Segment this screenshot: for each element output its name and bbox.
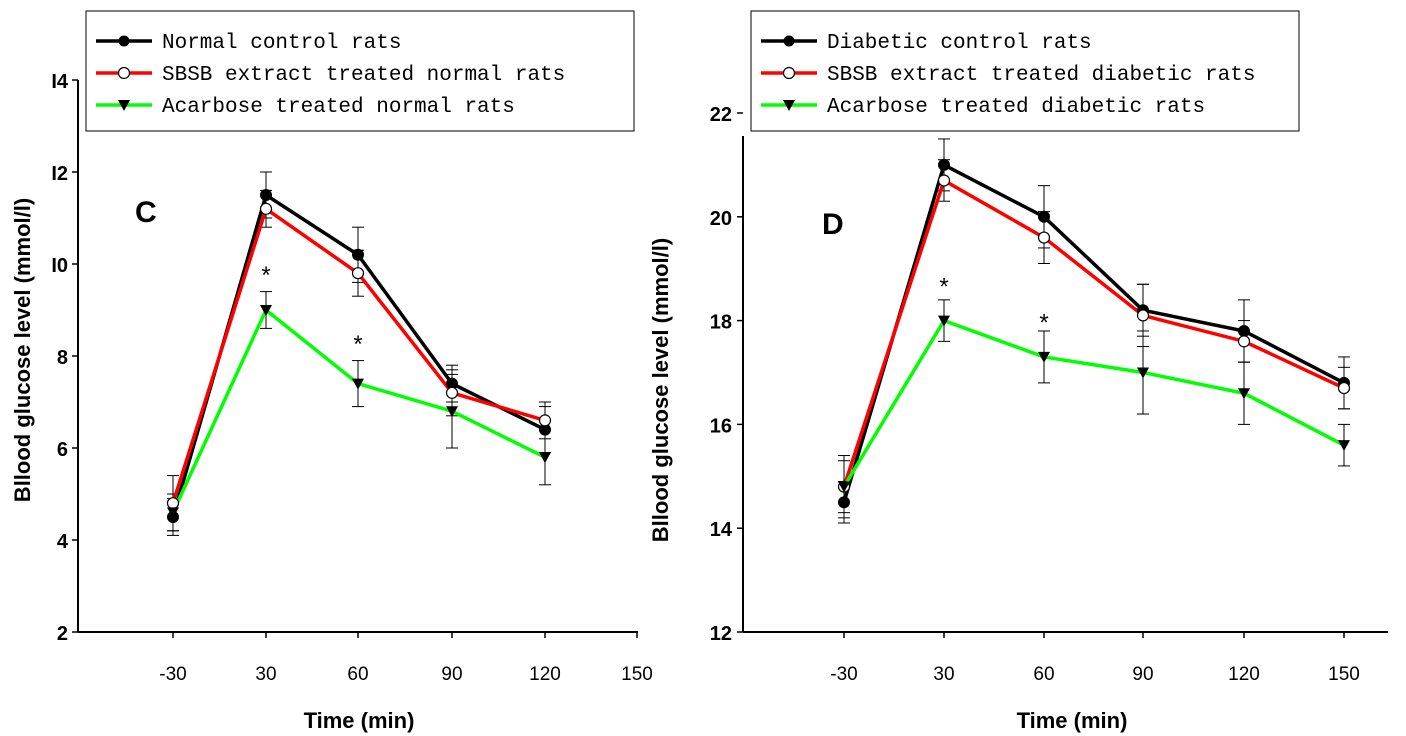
data-point [352,378,364,390]
x-tick-label: 150 [1328,664,1360,685]
x-tick-label: 150 [621,664,653,685]
data-point [938,315,950,327]
data-point [1238,388,1250,400]
legend-label: Acarbose treated normal rats [162,96,515,119]
data-point [1038,210,1050,223]
panel-label: D [822,208,844,241]
data-point [260,305,272,316]
series-line [842,318,1345,488]
x-tick-label: -30 [830,664,857,685]
y-tick-label: 20 [710,208,732,230]
legend-box [85,10,635,132]
legend-label: Normal control rats [162,32,401,55]
x-tick-label: 30 [255,664,276,685]
legend-label: SBSB extract treated normal rats [162,64,565,87]
data-point [445,386,459,399]
data-point [351,267,365,280]
x-tick-label: 120 [529,664,561,685]
legend-marker [118,35,130,47]
chart-panel-c: 2 4 6 8 I0 I2 I4 -30 30 60 90 120 150 Time (min) Blloo… [10,10,653,733]
legend-box [750,10,1300,132]
legend-label: Diabetic control rats [827,32,1092,55]
y-tick-label: 8 [57,347,68,369]
x-tick-label: 30 [933,664,954,685]
x-tick-label: 60 [1033,664,1054,685]
x-tick-label: -30 [159,664,186,685]
significance-marker: * [1039,310,1048,337]
data-point [538,414,552,427]
data-point [352,248,364,261]
data-point [1237,335,1251,348]
series-3 [167,291,551,532]
y-tick-label: I4 [51,71,69,93]
legend: Normal control rats SBSB extract treated … [85,10,635,132]
data-point [260,189,272,201]
x-axis-label: Time (min) [304,708,415,733]
y-tick-label: I2 [51,163,68,185]
series-1 [838,138,1350,524]
x-tick-label: 90 [441,664,462,685]
data-point [539,452,551,464]
data-point [166,497,180,510]
data-point [1137,367,1149,379]
series-3 [838,299,1350,514]
y-tick-label: 2 [57,623,68,645]
chart-panel-d: 12 14 16 18 20 22 -30 30 60 90 120 150 Time (min) Bll… [648,10,1388,733]
y-tick-label: 4 [57,531,69,553]
y-tick-label: I0 [51,255,68,277]
x-tick-label: 90 [1132,664,1153,685]
data-point [838,496,850,509]
x-tick-label: 60 [347,664,368,685]
y-tick-label: 16 [710,415,732,437]
data-point [259,202,273,215]
data-point [1337,381,1351,395]
legend-marker [117,66,131,80]
x-axis-label: Time (min) [1017,708,1128,733]
data-point [838,481,850,493]
significance-marker: * [353,331,362,358]
series-line [842,177,1345,488]
data-point [1037,231,1051,244]
y-axis-label: Bllood glucose level (mmol/l) [10,198,35,502]
y-tick-label: 22 [710,104,732,126]
significance-marker: * [939,273,948,300]
legend-marker [782,66,796,80]
legend-marker [118,100,130,111]
panel-label: C [135,196,157,229]
y-tick-label: 12 [710,623,732,645]
legend: Diabetic control rats SBSB extract treate… [750,10,1300,132]
data-point [446,406,458,418]
series-line [842,162,1345,503]
data-point [1038,351,1050,363]
y-axis-label: Bllood glucose level (mmol/l) [648,238,673,542]
legend-marker [783,100,795,111]
data-point [1238,324,1250,337]
y-tick-label: 14 [710,519,733,541]
y-tick-label: 18 [710,312,732,334]
legend-marker [783,35,795,47]
data-point [167,507,179,519]
y-tick-label: 6 [57,439,68,461]
data-point [938,158,950,171]
data-point [1338,440,1350,452]
legend-label: SBSB extract treated diabetic rats [827,64,1255,87]
significance-marker: * [261,262,270,289]
series-2 [838,159,1350,519]
legend-label: Acarbose treated diabetic rats [827,96,1205,119]
data-point [937,174,951,187]
data-point [1136,309,1150,322]
x-tick-label: 120 [1228,664,1260,685]
